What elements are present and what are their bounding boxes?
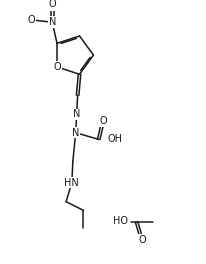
Text: O: O <box>27 15 35 25</box>
Text: OH: OH <box>107 134 122 144</box>
Text: N: N <box>73 110 80 120</box>
Text: HN: HN <box>64 177 79 187</box>
Text: N: N <box>72 128 79 138</box>
Text: O: O <box>99 116 106 126</box>
Text: O: O <box>48 0 56 8</box>
Text: N: N <box>48 17 56 27</box>
Text: O: O <box>53 62 61 72</box>
Text: HO: HO <box>112 216 127 226</box>
Text: O: O <box>137 235 145 245</box>
